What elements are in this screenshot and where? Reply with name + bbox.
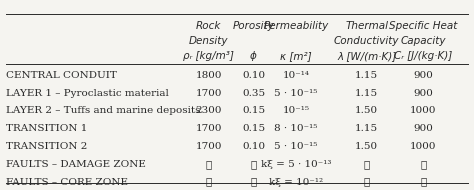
- Text: ⋆: ⋆: [420, 160, 426, 169]
- Text: 0.10: 0.10: [242, 142, 265, 151]
- Text: 8 · 10⁻¹⁵: 8 · 10⁻¹⁵: [274, 124, 318, 133]
- Text: 10⁻¹⁵: 10⁻¹⁵: [283, 106, 310, 115]
- Text: 5 · 10⁻¹⁵: 5 · 10⁻¹⁵: [274, 89, 318, 98]
- Text: ⋆: ⋆: [364, 160, 370, 169]
- Text: 0.10: 0.10: [242, 71, 265, 80]
- Text: 1.50: 1.50: [355, 106, 378, 115]
- Text: 1700: 1700: [195, 89, 222, 98]
- Text: Permeability: Permeability: [263, 21, 328, 31]
- Text: LAYER 2 – Tuffs and marine deposits: LAYER 2 – Tuffs and marine deposits: [6, 106, 201, 115]
- Text: 1.50: 1.50: [355, 142, 378, 151]
- Text: ϕ: ϕ: [250, 51, 257, 61]
- Text: λ [W/(m·K)]: λ [W/(m·K)]: [337, 51, 396, 61]
- Text: 1.15: 1.15: [355, 89, 378, 98]
- Text: 1700: 1700: [195, 124, 222, 133]
- Text: ⋆: ⋆: [250, 178, 256, 187]
- Text: 1800: 1800: [195, 71, 222, 80]
- Text: Specific Heat: Specific Heat: [389, 21, 457, 31]
- Text: 1700: 1700: [195, 142, 222, 151]
- Text: 5 · 10⁻¹⁵: 5 · 10⁻¹⁵: [274, 142, 318, 151]
- Text: Porosity: Porosity: [233, 21, 274, 31]
- Text: Cᵣ [J/(kg·K)]: Cᵣ [J/(kg·K)]: [394, 51, 452, 61]
- Text: kξ = 10⁻¹²: kξ = 10⁻¹²: [269, 178, 323, 187]
- Text: LAYER 1 – Pyroclastic material: LAYER 1 – Pyroclastic material: [6, 89, 169, 98]
- Text: ⋆: ⋆: [250, 160, 256, 169]
- Text: 1000: 1000: [410, 142, 437, 151]
- Text: TRANSITION 2: TRANSITION 2: [6, 142, 88, 151]
- Text: ρᵣ [kg/m³]: ρᵣ [kg/m³]: [183, 51, 234, 61]
- Text: ⋆: ⋆: [206, 160, 212, 169]
- Text: 1.15: 1.15: [355, 124, 378, 133]
- Text: 0.15: 0.15: [242, 106, 265, 115]
- Text: 1000: 1000: [410, 106, 437, 115]
- Text: FAULTS – CORE ZONE: FAULTS – CORE ZONE: [6, 178, 128, 187]
- Text: 900: 900: [413, 89, 433, 98]
- Text: ⋆: ⋆: [420, 178, 426, 187]
- Text: Thermal: Thermal: [345, 21, 388, 31]
- Text: TRANSITION 1: TRANSITION 1: [6, 124, 88, 133]
- Text: Rock: Rock: [196, 21, 221, 31]
- Text: ⋆: ⋆: [206, 178, 212, 187]
- Text: ⋆: ⋆: [364, 178, 370, 187]
- Text: Density: Density: [189, 36, 228, 46]
- Text: Capacity: Capacity: [401, 36, 446, 46]
- Text: κ [m²]: κ [m²]: [280, 51, 312, 61]
- Text: FAULTS – DAMAGE ZONE: FAULTS – DAMAGE ZONE: [6, 160, 146, 169]
- Text: CENTRAL CONDUIT: CENTRAL CONDUIT: [6, 71, 117, 80]
- Text: 10⁻¹⁴: 10⁻¹⁴: [283, 71, 310, 80]
- Text: 0.15: 0.15: [242, 124, 265, 133]
- Text: 900: 900: [413, 124, 433, 133]
- Text: 0.35: 0.35: [242, 89, 265, 98]
- Text: Conductivity: Conductivity: [334, 36, 399, 46]
- Text: 2300: 2300: [195, 106, 222, 115]
- Text: kξ = 5 · 10⁻¹³: kξ = 5 · 10⁻¹³: [261, 160, 331, 169]
- Text: 900: 900: [413, 71, 433, 80]
- Text: 1.15: 1.15: [355, 71, 378, 80]
